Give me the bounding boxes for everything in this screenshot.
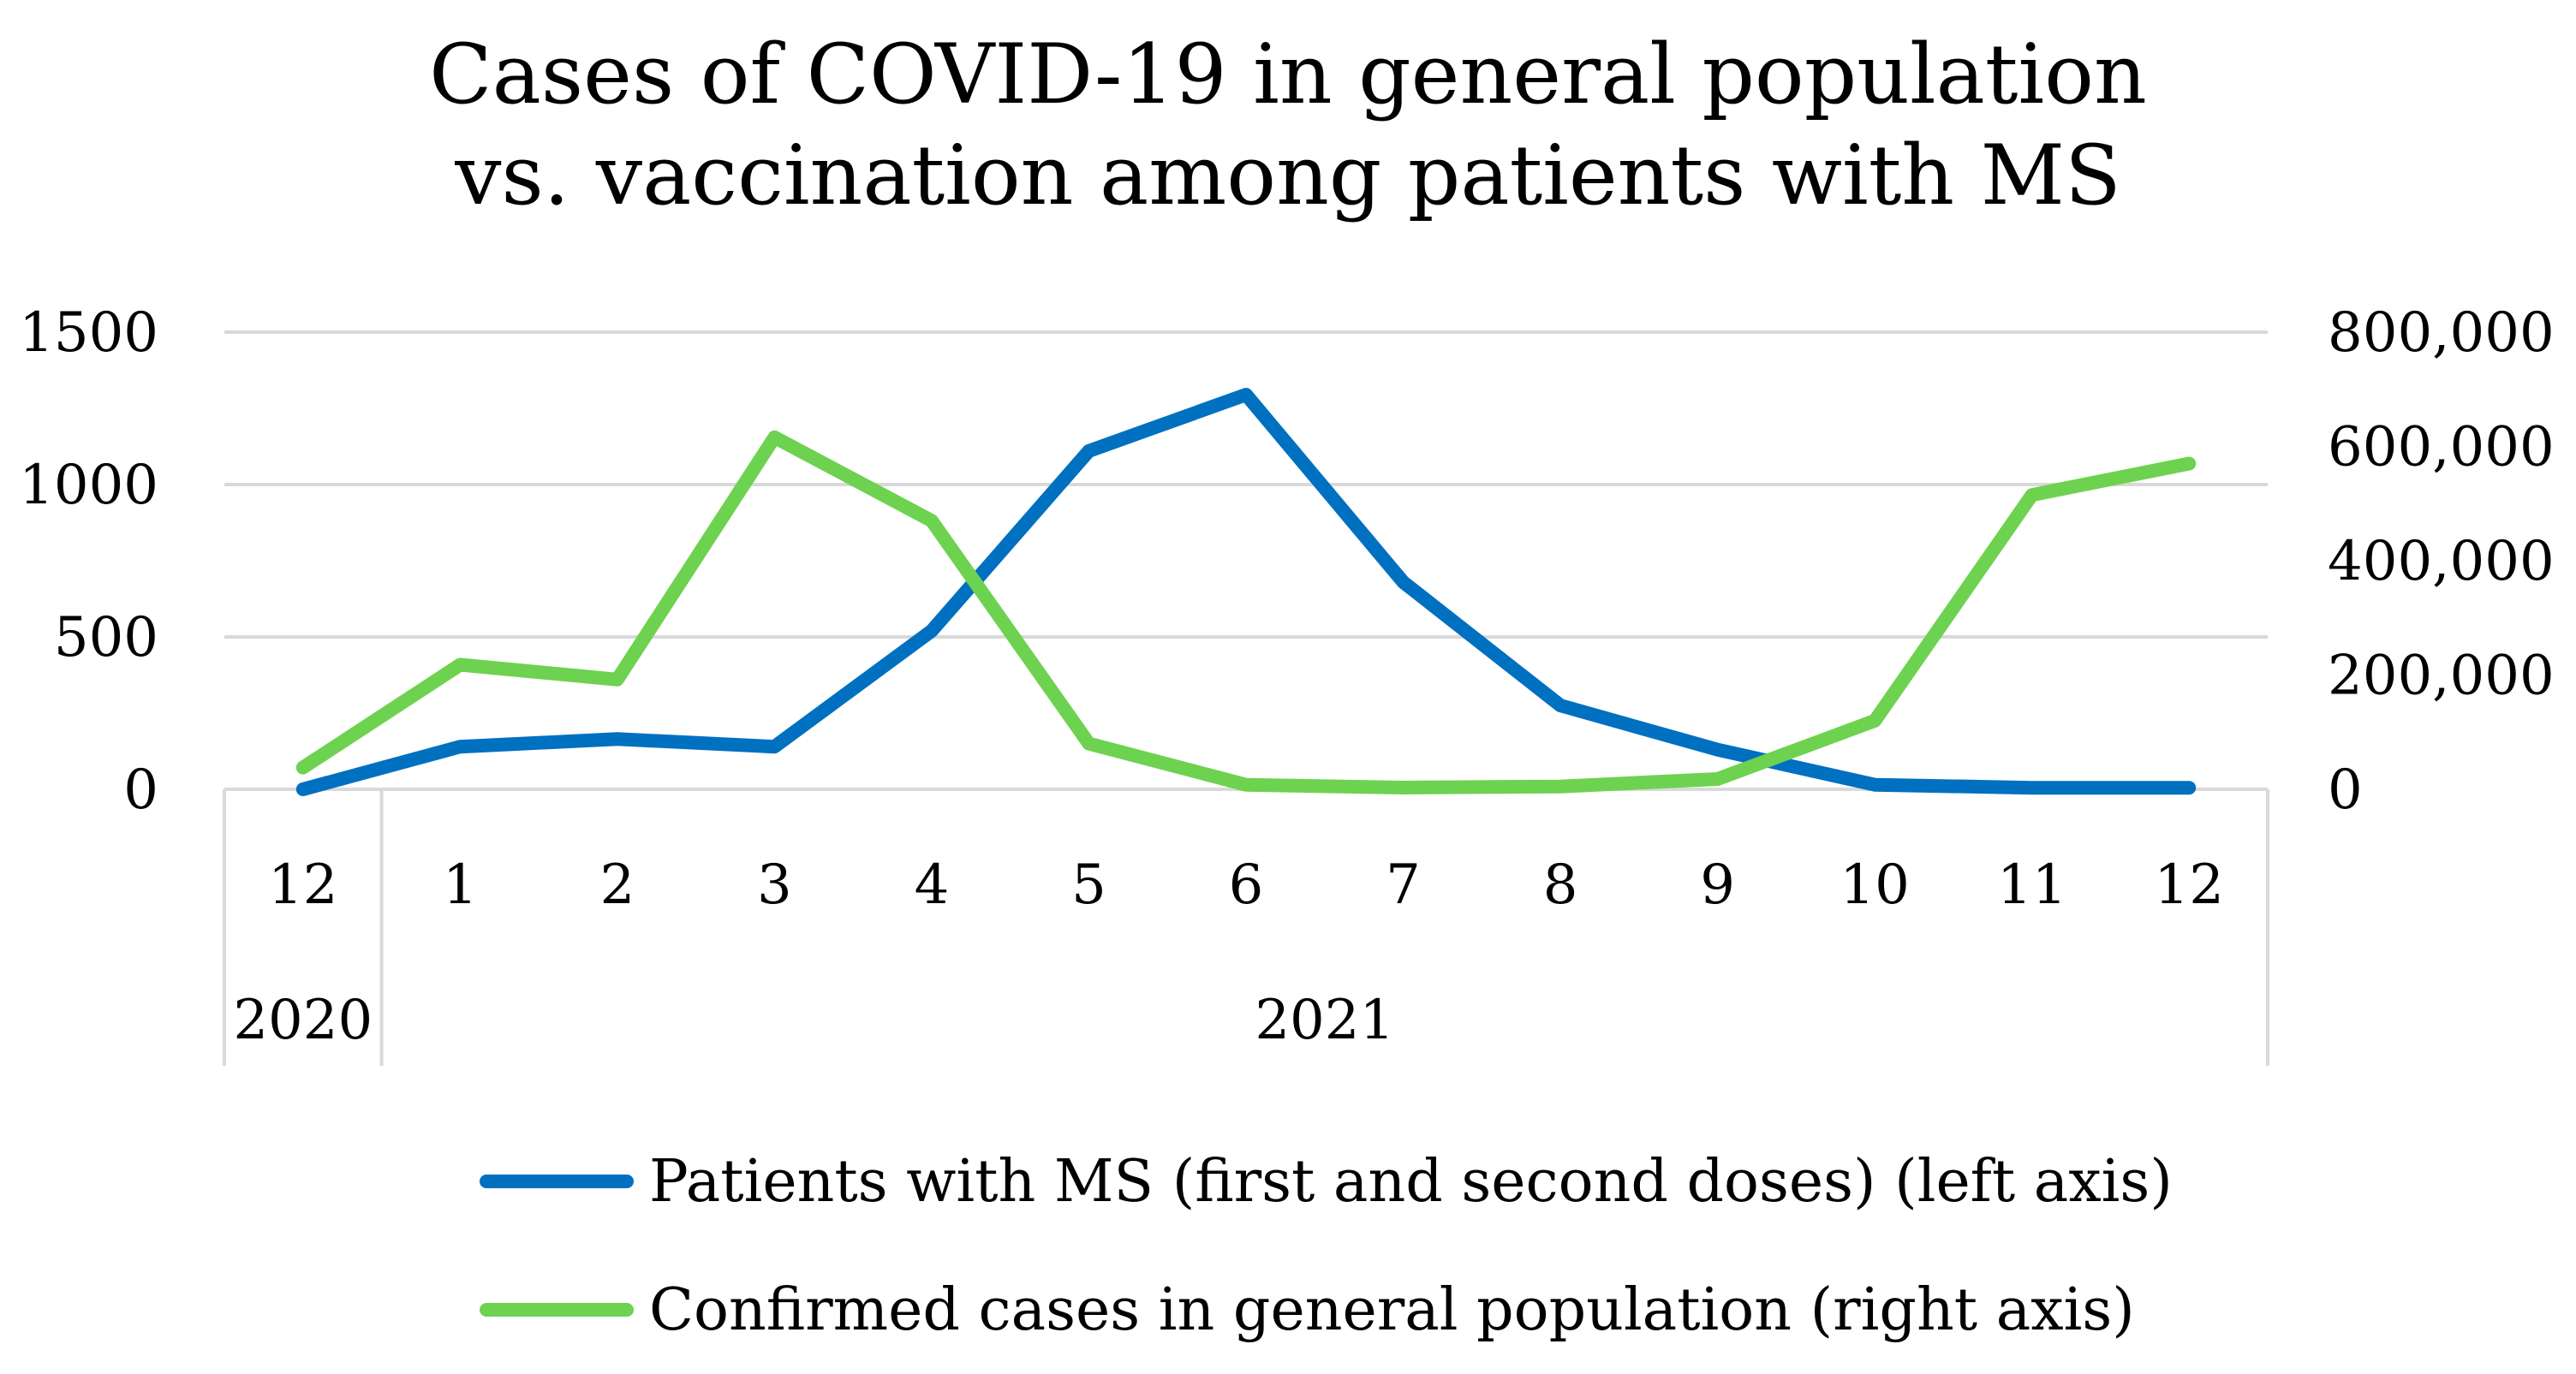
category-tick-label: 2 bbox=[599, 854, 635, 917]
chart-title-line-1: Cases of COVID-19 in general population bbox=[429, 27, 2147, 122]
legend-item-ms-patients: Patients with MS (first and second doses… bbox=[480, 1117, 2173, 1246]
right-axis-tick-label: 600,000 bbox=[2328, 416, 2555, 479]
left-axis-tick-label: 0 bbox=[123, 758, 158, 822]
legend-swatch-confirmed-cases bbox=[480, 1303, 634, 1317]
category-tick-label: 12 bbox=[2155, 854, 2224, 917]
category-tick-label: 6 bbox=[1229, 854, 1264, 917]
legend-label-confirmed-cases: Confirmed cases in general population (r… bbox=[649, 1276, 2135, 1344]
left-axis-tick-label: 500 bbox=[54, 606, 158, 669]
right-axis-tick-label: 400,000 bbox=[2328, 530, 2555, 593]
category-group-label: 2021 bbox=[1255, 989, 1394, 1052]
category-tick-label: 7 bbox=[1386, 854, 1421, 917]
category-tick-label: 3 bbox=[757, 854, 792, 917]
series-line-ms-patients bbox=[295, 388, 2197, 796]
category-tick-label: 9 bbox=[1700, 854, 1735, 917]
chart-title: Cases of COVID-19 in general population … bbox=[0, 24, 2576, 226]
category-tick-label: 12 bbox=[268, 854, 337, 917]
legend-item-confirmed-cases: Confirmed cases in general population (r… bbox=[480, 1246, 2173, 1374]
right-axis-tick-label: 800,000 bbox=[2328, 301, 2555, 365]
legend-swatch-ms-patients bbox=[480, 1175, 634, 1188]
category-group-label: 2020 bbox=[233, 989, 373, 1052]
right-axis-tick-label: 200,000 bbox=[2328, 645, 2555, 708]
legend: Patients with MS (first and second doses… bbox=[480, 1117, 2173, 1374]
category-tick-label: 8 bbox=[1543, 854, 1578, 917]
chart-title-line-2: vs. vaccination among patients with MS bbox=[455, 128, 2121, 223]
legend-label-ms-patients: Patients with MS (first and second doses… bbox=[649, 1147, 2173, 1216]
series-line-confirmed-cases bbox=[295, 430, 2197, 794]
category-tick-label: 1 bbox=[443, 854, 478, 917]
left-axis-tick-label: 1500 bbox=[19, 301, 158, 365]
category-tick-label: 10 bbox=[1840, 854, 1909, 917]
left-axis-tick-label: 1000 bbox=[19, 454, 158, 517]
category-tick-label: 5 bbox=[1071, 854, 1106, 917]
right-axis-tick-label: 0 bbox=[2328, 758, 2363, 822]
category-tick-label: 4 bbox=[915, 854, 950, 917]
category-tick-label: 11 bbox=[1997, 854, 2066, 917]
